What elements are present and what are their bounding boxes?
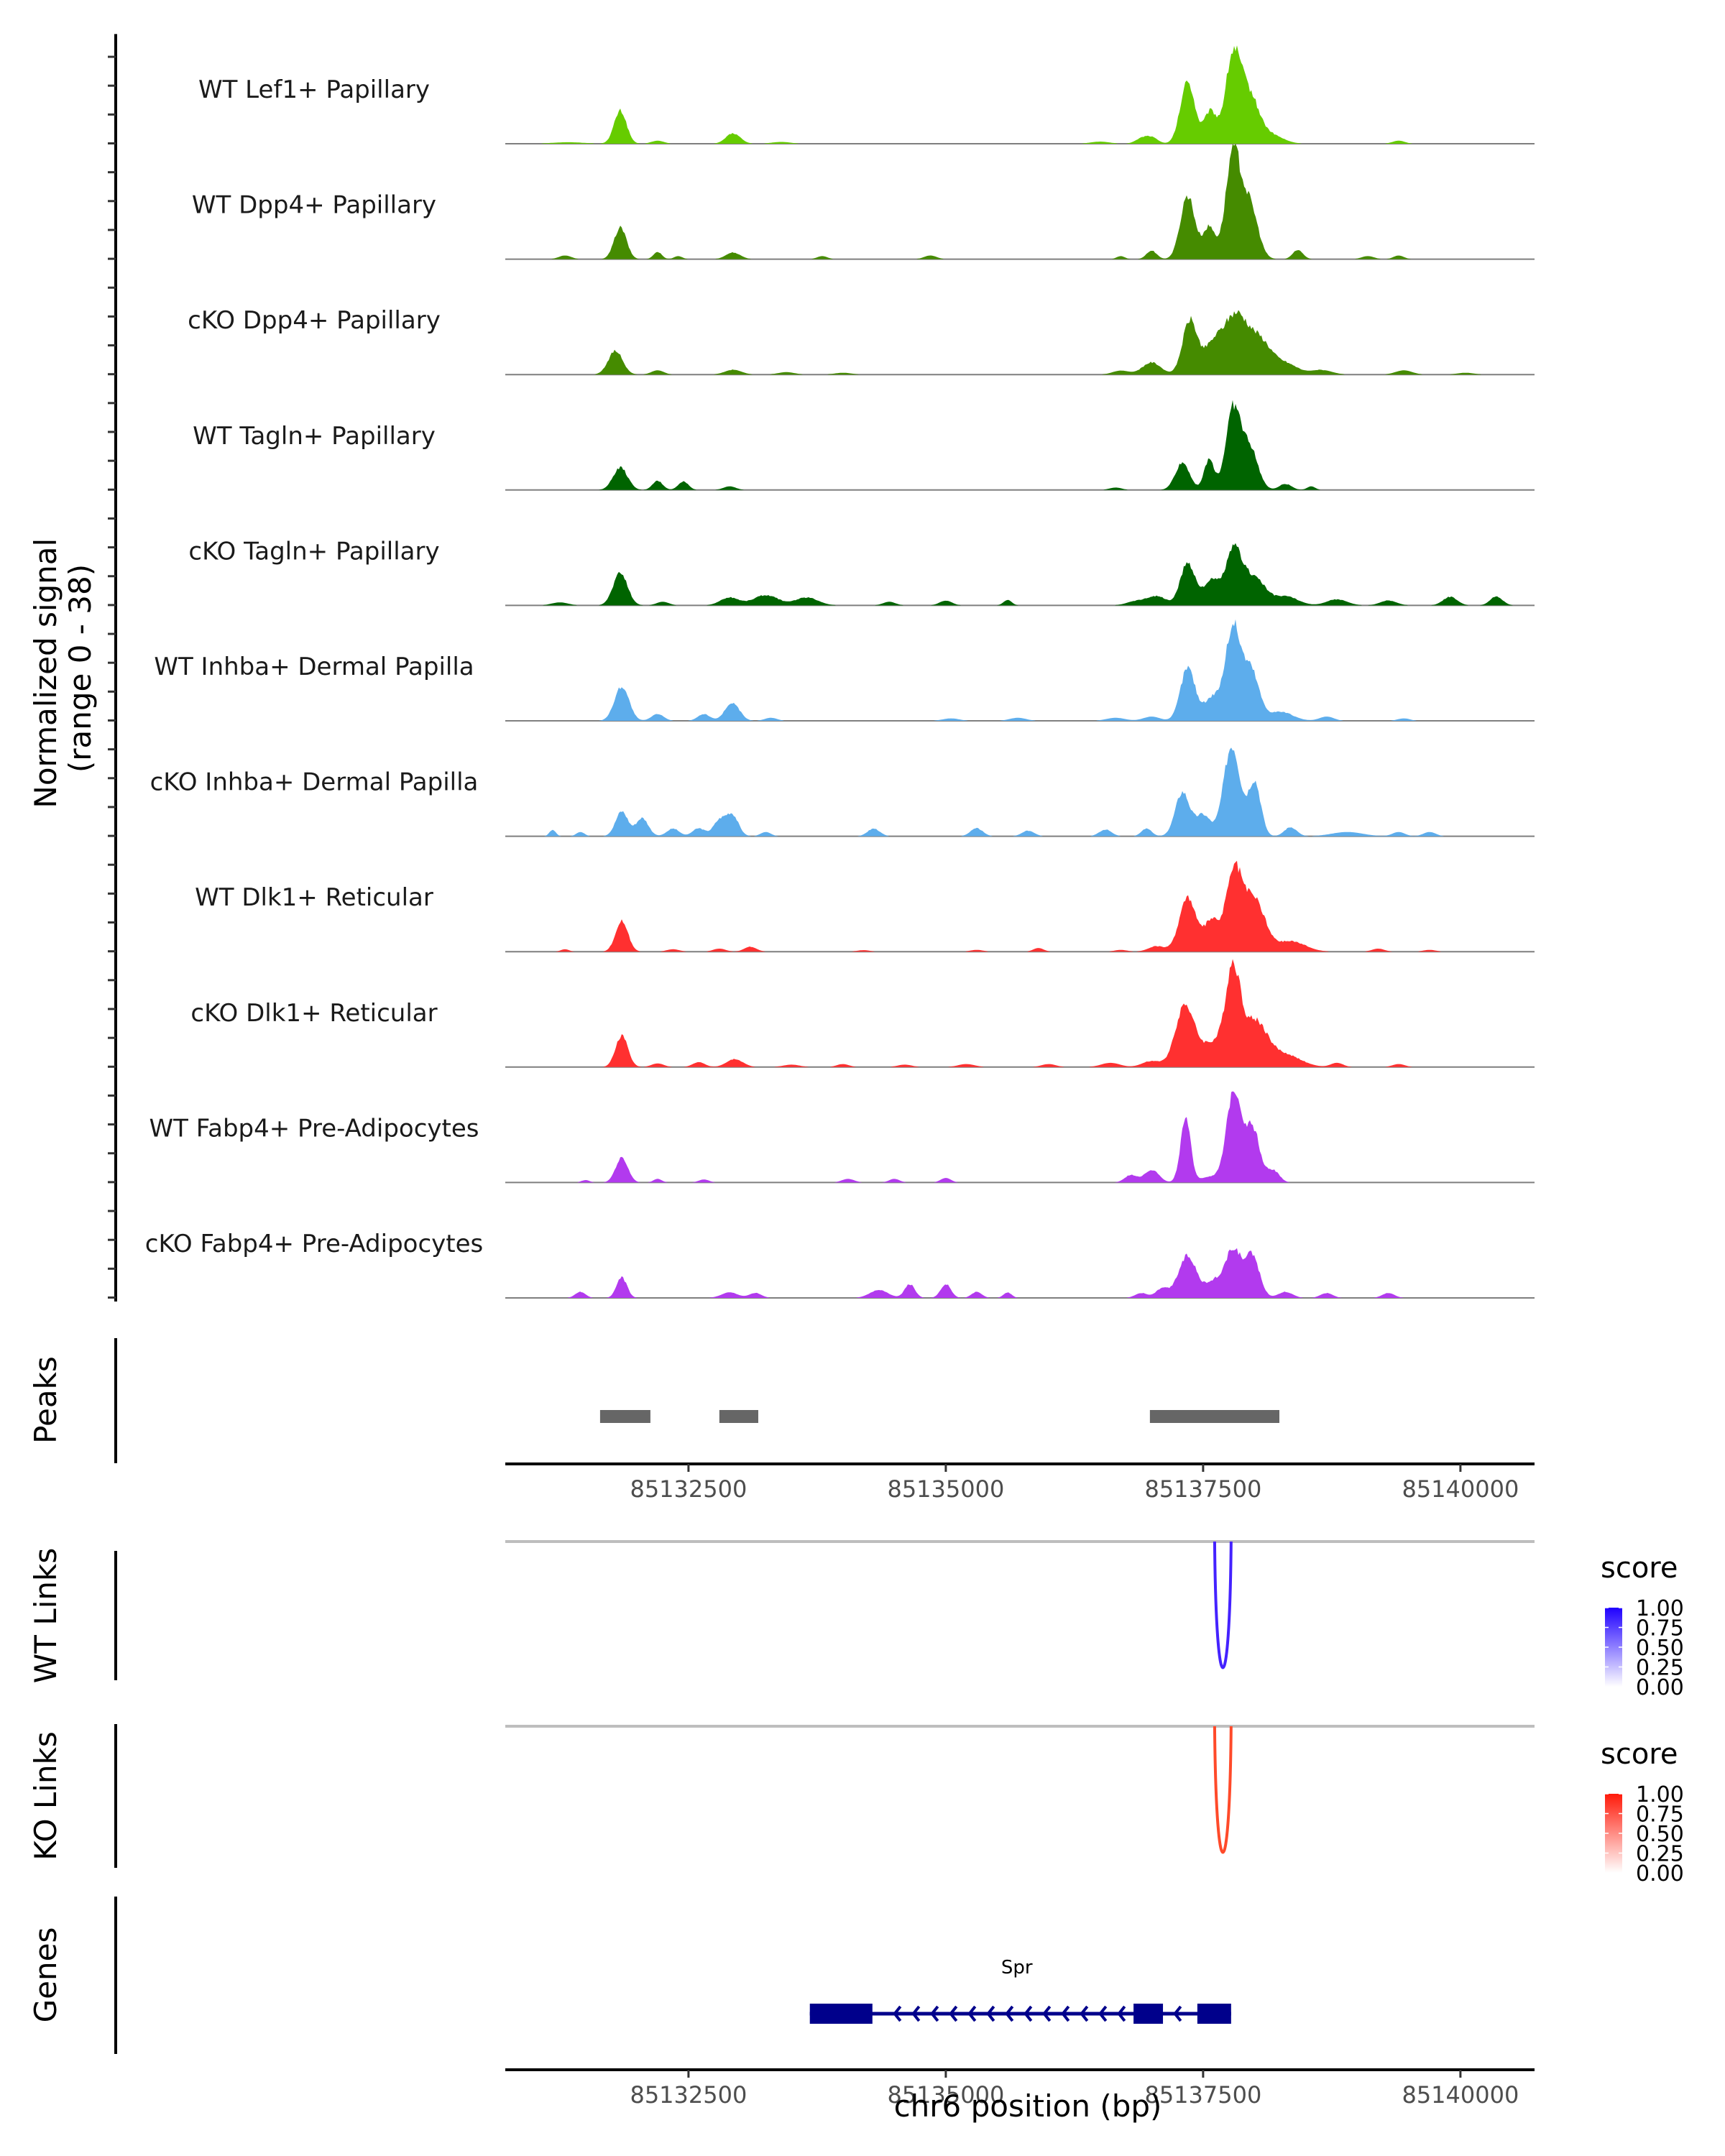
coverage-signal-area (505, 619, 1535, 721)
legend-tick-label: 0.25 (1636, 1656, 1684, 1681)
peak-region (1149, 1410, 1280, 1423)
gene-strand-arrow (911, 2005, 921, 2022)
gene-strand-arrow (1098, 2005, 1108, 2022)
coverage-track-label: cKO Inhba+ Dermal Papilla (150, 768, 479, 797)
gene-strand-arrow (1061, 2005, 1070, 2022)
wt-score-legend: score 1.000.750.500.250.00 (1601, 1552, 1684, 1700)
legend-tick-label: 0.50 (1636, 1822, 1684, 1847)
coverage-signal-area (505, 1248, 1535, 1298)
wt-links-panel (505, 1540, 1535, 1669)
gene-strand-arrow (967, 2005, 977, 2022)
legend-title: score (1601, 1738, 1678, 1771)
legend-tick-label: 1.00 (1636, 1782, 1684, 1807)
peaks-x-tick-label: 85135000 (887, 1475, 1004, 1503)
coverage-track-label: WT Tagln+ Papillary (193, 422, 436, 451)
coverage-track-label: WT Inhba+ Dermal Papilla (154, 653, 474, 681)
legend-tick-label: 0.25 (1636, 1842, 1684, 1867)
coverage-track-label: WT Fabp4+ Pre-Adipocytes (150, 1114, 479, 1143)
gene-strand-arrow (1173, 2005, 1182, 2022)
ko-links-panel (505, 1725, 1535, 1854)
genes-x-tick-label: 85135000 (887, 2081, 1004, 2109)
coverage-track-label: WT Lef1+ Papillary (198, 75, 430, 104)
gene-strand-arrow (949, 2005, 958, 2022)
genes-x-axis: 85132500 85135000 85137500 85140000 (505, 2068, 1535, 2109)
coverage-signal-area (505, 747, 1535, 837)
legend-tick-label: 0.75 (1636, 1802, 1684, 1828)
coverage-signal-area (505, 959, 1535, 1067)
gene-strand-arrow (1080, 2005, 1089, 2022)
coverage-track-label: WT Dlk1+ Reticular (195, 883, 433, 912)
coverage-y-axis (108, 34, 117, 1302)
peak-region (599, 1410, 650, 1423)
gene-strand-arrow (986, 2005, 995, 2022)
peak-regions (599, 1410, 1280, 1423)
gene-strand-arrow (893, 2005, 902, 2022)
ko-score-legend: score 1.000.750.500.250.00 (1601, 1738, 1684, 1886)
genes-panel: Spr (809, 1957, 1231, 2024)
coverage-track-label: WT Dpp4+ Papillary (192, 191, 436, 220)
gene-name-label: Spr (1001, 1957, 1033, 1978)
peaks-x-tick-label: 85140000 (1402, 1475, 1519, 1503)
peaks-panel-label: Peaks (28, 1356, 63, 1444)
peaks-x-tick-label: 85137500 (1144, 1475, 1261, 1503)
gene-strand-arrow (1005, 2005, 1014, 2022)
coverage-signal-area (505, 543, 1535, 606)
coverage-y-axis-title-line1: Normalized signal (28, 538, 63, 808)
legend-tick-label: 1.00 (1636, 1596, 1684, 1621)
legend-tick-label: 0.00 (1636, 1861, 1684, 1886)
legend-tick-label: 0.50 (1636, 1636, 1684, 1661)
gene-exon (809, 2004, 873, 2024)
peaks-x-tick-label: 85132500 (630, 1475, 747, 1503)
coverage-signal-area (505, 1091, 1535, 1183)
peaks-x-axis: 85132500 85135000 85137500 85140000 (505, 1462, 1535, 1503)
coverage-signal-area (505, 310, 1535, 375)
x-axis-title: chr6 position (bp) (894, 2088, 1162, 2124)
coverage-tracks (505, 45, 1535, 1299)
gene-strand-arrow (930, 2005, 939, 2022)
coverage-signal-area (505, 144, 1535, 259)
gene-exon (1133, 2004, 1164, 2024)
coverage-track-label: cKO Dlk1+ Reticular (190, 999, 437, 1028)
legend-tick-label: 0.75 (1636, 1616, 1684, 1641)
wt-links-panel-label: WT Links (28, 1548, 63, 1683)
genes-x-tick-label: 85137500 (1144, 2081, 1261, 2109)
genes-x-tick-label: 85140000 (1402, 2081, 1519, 2109)
genes-x-tick-label: 85132500 (630, 2081, 747, 2109)
gene-exon (1197, 2004, 1231, 2024)
coverage-signal-area (505, 860, 1535, 952)
legend-tick-label: 0.00 (1636, 1675, 1684, 1700)
coverage-y-axis-title: Normalized signal (range 0 - 38) (28, 528, 98, 808)
coverage-track-label: cKO Tagln+ Papillary (188, 537, 439, 566)
link-arc (1213, 1541, 1233, 1669)
link-arc (1213, 1726, 1233, 1854)
coverage-track-labels: WT Lef1+ Papillary WT Dpp4+ Papillary cKO … (145, 75, 484, 1258)
coverage-track-label: cKO Fabp4+ Pre-Adipocytes (145, 1230, 484, 1258)
coverage-track-label: cKO Dpp4+ Papillary (188, 306, 441, 335)
legend-title: score (1601, 1552, 1678, 1585)
gene-strand-arrow (1117, 2005, 1126, 2022)
ko-links-panel-label: KO Links (28, 1731, 63, 1861)
peak-region (719, 1410, 758, 1423)
gene-strand-arrow (1042, 2005, 1052, 2022)
coverage-y-axis-title-line2: (range 0 - 38) (63, 564, 98, 773)
coverage-signal-area (505, 400, 1535, 490)
gene-strand-arrow (1024, 2005, 1033, 2022)
genes-panel-label: Genes (28, 1927, 63, 2023)
coverage-signal-area (505, 45, 1535, 144)
